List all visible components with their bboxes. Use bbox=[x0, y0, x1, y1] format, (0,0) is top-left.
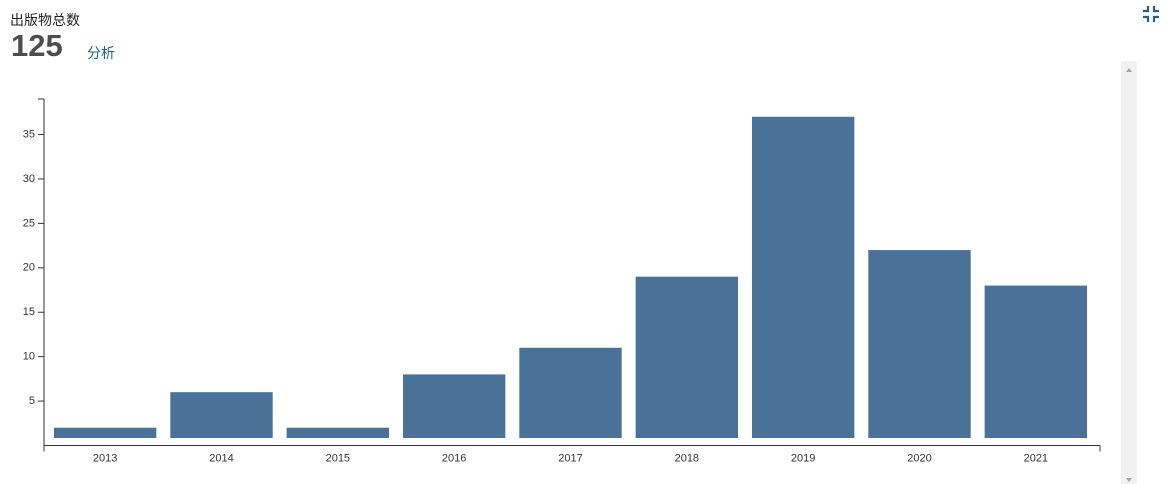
bar bbox=[170, 392, 273, 438]
y-tick-label: 35 bbox=[23, 128, 35, 140]
collapse-icon[interactable] bbox=[1141, 4, 1161, 24]
bar bbox=[751, 116, 855, 439]
x-tick-label: 2018 bbox=[675, 452, 699, 464]
scroll-arrows bbox=[1126, 68, 1132, 482]
y-tick-label: 15 bbox=[23, 306, 35, 318]
bar bbox=[635, 276, 739, 438]
bar bbox=[402, 374, 506, 438]
total-value: 125 bbox=[11, 28, 63, 63]
x-tick-label: 2017 bbox=[558, 452, 582, 464]
bar bbox=[53, 427, 157, 438]
analyze-link[interactable]: 分析 bbox=[87, 45, 115, 61]
y-tick-label: 5 bbox=[29, 395, 35, 407]
y-tick-label: 10 bbox=[23, 351, 35, 363]
bar bbox=[286, 427, 390, 438]
bar bbox=[868, 250, 971, 438]
bar bbox=[519, 347, 622, 438]
bar bbox=[984, 285, 1088, 438]
x-tick-label: 2014 bbox=[209, 452, 233, 464]
scrollbar[interactable] bbox=[1121, 61, 1137, 484]
chart: 5 10 15 20 25 30 35 2013 2014 2015 2016 2017 2018 201… bbox=[23, 98, 1101, 464]
y-tick-label: 20 bbox=[23, 262, 35, 274]
total-label: 出版物总数 bbox=[10, 12, 80, 28]
x-tick-label: 2015 bbox=[326, 452, 350, 464]
x-tick-label: 2021 bbox=[1024, 452, 1048, 464]
x-tick-label: 2019 bbox=[791, 452, 815, 464]
x-tick-label: 2020 bbox=[907, 452, 931, 464]
y-tick-label: 25 bbox=[23, 217, 35, 229]
y-tick-label: 30 bbox=[23, 173, 35, 185]
x-tick-label: 2016 bbox=[442, 452, 466, 464]
x-tick-label: 2013 bbox=[93, 452, 117, 464]
